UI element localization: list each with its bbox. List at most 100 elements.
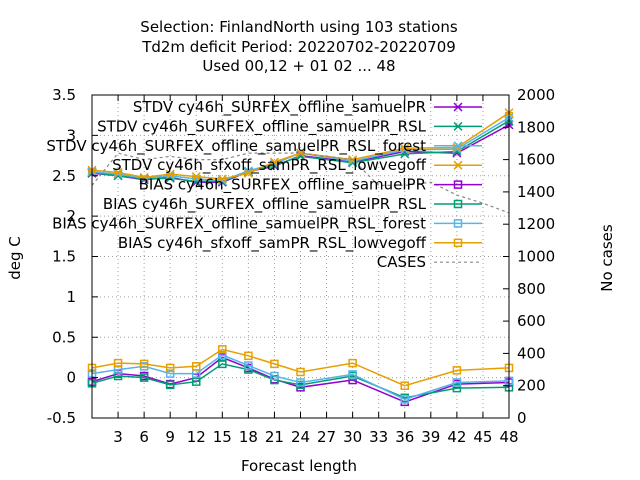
data-point bbox=[296, 378, 305, 387]
x-tick-label: 6 bbox=[139, 428, 149, 446]
data-point bbox=[348, 370, 357, 379]
data-point bbox=[192, 377, 201, 386]
y-tick-label: -0.5 bbox=[47, 409, 76, 427]
data-point bbox=[139, 373, 149, 382]
chart-title: Selection: FinlandNorth using 103 statio… bbox=[140, 18, 458, 75]
legend-marker bbox=[453, 121, 463, 131]
y2-tick-label: 1600 bbox=[517, 151, 555, 169]
y-axis-label: deg C bbox=[6, 236, 24, 280]
legend-label: STDV cy46h_SURFEX_offline_samuelPR bbox=[133, 98, 426, 117]
data-point bbox=[218, 359, 227, 369]
data-point bbox=[296, 367, 305, 377]
y-tick-label: 2.5 bbox=[52, 167, 76, 185]
data-point bbox=[243, 168, 253, 178]
series-line bbox=[91, 348, 510, 387]
data-point bbox=[217, 174, 227, 184]
data-point bbox=[113, 167, 123, 178]
x-tick-label: 36 bbox=[395, 428, 414, 446]
data-point bbox=[452, 378, 462, 387]
y2-tick-label: 0 bbox=[517, 409, 527, 427]
x-tick-label: 48 bbox=[499, 428, 518, 446]
data-point bbox=[165, 363, 175, 373]
x-tick-label: 21 bbox=[265, 428, 284, 446]
y2-tick-label: 1200 bbox=[517, 215, 555, 233]
data-point bbox=[165, 380, 175, 390]
y2-tick-label: 400 bbox=[517, 344, 546, 362]
title-line-1: Selection: FinlandNorth using 103 statio… bbox=[140, 18, 458, 36]
y2-tick-label: 1800 bbox=[517, 118, 555, 136]
legend-marker bbox=[453, 199, 463, 209]
y2-tick-label: 800 bbox=[517, 280, 546, 298]
y-tick-label: 2 bbox=[66, 207, 76, 225]
x-tick-label: 12 bbox=[187, 428, 206, 446]
data-point bbox=[191, 172, 201, 182]
data-point bbox=[139, 359, 149, 369]
data-point bbox=[165, 369, 175, 378]
title-line-2: Td2m deficit Period: 20220702-20220709 bbox=[141, 38, 456, 56]
legend-label: BIAS cy46h_SURFEX_offline_samuelPR_RSL bbox=[103, 195, 427, 214]
y-tick-label: 1.5 bbox=[52, 248, 76, 266]
data-point bbox=[270, 359, 279, 369]
legend-marker bbox=[453, 180, 463, 189]
data-point bbox=[269, 157, 279, 167]
y2-tick-label: 2000 bbox=[517, 86, 555, 104]
series-line bbox=[91, 152, 510, 214]
y-tick-label: 1 bbox=[66, 288, 76, 306]
data-point bbox=[192, 362, 201, 371]
data-point bbox=[218, 350, 227, 360]
y2-tick-label: 1000 bbox=[517, 248, 555, 266]
data-point bbox=[400, 143, 410, 153]
y2-tick-label: 600 bbox=[517, 312, 546, 330]
x-tick-label: 45 bbox=[473, 428, 492, 446]
series-6 bbox=[87, 350, 514, 404]
data-point bbox=[218, 345, 227, 354]
legend-marker bbox=[453, 141, 463, 151]
data-point bbox=[452, 366, 462, 375]
y2-axis-label: No cases bbox=[598, 224, 616, 292]
y2-tick-label: 1400 bbox=[517, 183, 555, 201]
series-line bbox=[91, 354, 510, 401]
data-point bbox=[270, 371, 279, 381]
legend: STDV cy46h_SURFEX_offline_samuelPR STDV c… bbox=[46, 98, 482, 271]
series-8 bbox=[91, 152, 510, 214]
legend-label: BIAS cy46h_SURFEX_offline_samuelPR_RSL_f… bbox=[52, 214, 426, 233]
data-point bbox=[400, 381, 409, 390]
data-point bbox=[400, 395, 409, 404]
x-tick-label: 42 bbox=[447, 428, 466, 446]
x-tick-label: 39 bbox=[421, 428, 440, 446]
axes: 3 6 9 12 15 18 21 24 27 30 33 36 39 42 45 48-0.500.511.… bbox=[47, 86, 555, 446]
y-tick-label: 3 bbox=[66, 126, 76, 144]
series-7 bbox=[87, 345, 514, 390]
legend-marker bbox=[453, 219, 463, 228]
x-tick-label: 3 bbox=[113, 428, 123, 446]
y-tick-label: 3.5 bbox=[52, 86, 76, 104]
legend-marker bbox=[453, 160, 463, 170]
x-axis-label: Forecast length bbox=[241, 457, 357, 475]
x-tick-label: 24 bbox=[291, 428, 310, 446]
data-point bbox=[348, 358, 357, 368]
y2-tick-label: 200 bbox=[517, 377, 546, 395]
data-point bbox=[244, 351, 253, 361]
data-point bbox=[165, 169, 175, 179]
x-tick-label: 18 bbox=[239, 428, 258, 446]
title-line-3: Used 00,12 + 01 02 ... 48 bbox=[202, 57, 395, 75]
x-tick-label: 9 bbox=[165, 428, 175, 446]
data-point bbox=[244, 361, 253, 370]
legend-label: BIAS cy46h_sfxoff_samPR_RSL_lowvegoff bbox=[118, 234, 427, 253]
legend-marker bbox=[453, 238, 463, 248]
legend-label: CASES bbox=[377, 253, 426, 271]
legend-label: STDV cy46h_sfxoff_samPR_RSL_lowvegoff bbox=[112, 156, 427, 175]
series-layer bbox=[87, 108, 514, 407]
x-tick-label: 15 bbox=[213, 428, 232, 446]
y-tick-label: 0.5 bbox=[52, 328, 76, 346]
legend-marker bbox=[453, 102, 463, 112]
x-tick-label: 27 bbox=[317, 428, 336, 446]
x-tick-label: 33 bbox=[369, 428, 388, 446]
x-tick-label: 30 bbox=[343, 428, 362, 446]
y-tick-label: 0 bbox=[66, 369, 76, 387]
legend-label: STDV cy46h_SURFEX_offline_samuelPR_RSL_f… bbox=[46, 137, 426, 156]
legend-label: BIAS cy46h_SURFEX_offline_samuelPR bbox=[139, 176, 426, 195]
data-point bbox=[139, 172, 149, 182]
data-point bbox=[452, 383, 462, 393]
